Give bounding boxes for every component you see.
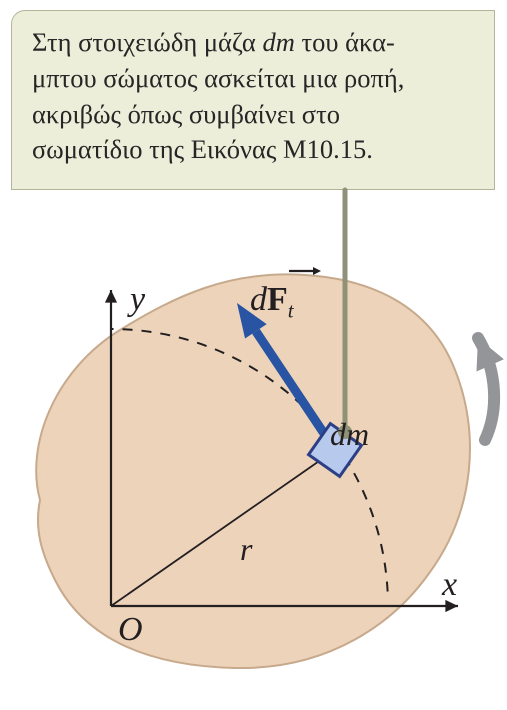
physics-diagram: yxOrdmdFt [0, 0, 507, 710]
label-x-axis: x [441, 566, 457, 603]
label-radius: r [240, 531, 253, 567]
label-dm: dm [330, 416, 369, 452]
label-y-axis: y [127, 281, 146, 318]
label-force-vector-overline-head [313, 267, 321, 275]
y-axis-head [105, 290, 117, 303]
label-origin: O [118, 611, 143, 648]
